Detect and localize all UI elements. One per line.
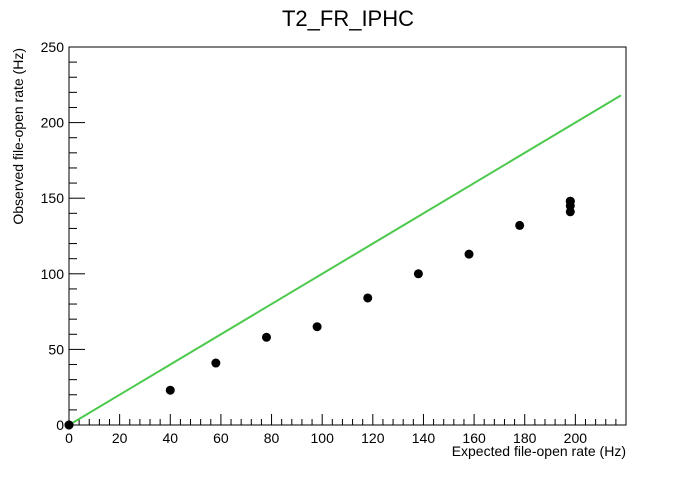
x-tick-label: 140 <box>412 430 436 446</box>
y-tick-label: 150 <box>41 190 65 206</box>
chart-title: T2_FR_IPHC <box>282 6 414 31</box>
x-tick-label: 0 <box>65 430 73 446</box>
x-tick-label: 180 <box>513 430 537 446</box>
x-tick-label: 120 <box>361 430 385 446</box>
x-tick-label: 40 <box>162 430 178 446</box>
x-tick-label: 80 <box>264 430 280 446</box>
data-point <box>64 420 74 430</box>
y-tick-label: 0 <box>56 417 64 433</box>
x-axis-label: Expected file-open rate (Hz) <box>452 443 626 459</box>
data-point <box>464 249 474 259</box>
x-tick-label: 160 <box>462 430 486 446</box>
y-tick-label: 200 <box>41 115 65 131</box>
data-point <box>565 196 575 206</box>
data-point <box>312 322 322 332</box>
x-tick-label: 200 <box>564 430 588 446</box>
reference-line-layer <box>68 94 622 426</box>
axes: 0 20 40 60 80 100 120 140 160 180 200 0 50 100 150 200 2… <box>41 39 627 446</box>
y-tick-label: 100 <box>41 266 65 282</box>
data-point <box>261 332 271 342</box>
y-tick-label: 250 <box>41 39 65 55</box>
y-tick-label: 50 <box>48 341 64 357</box>
data-points <box>64 196 575 430</box>
data-point <box>515 220 525 230</box>
data-point <box>211 358 221 368</box>
x-tick-label: 20 <box>112 430 128 446</box>
data-point <box>165 385 175 395</box>
reference-line <box>68 94 622 426</box>
y-axis-label: Observed file-open rate (Hz) <box>10 48 26 225</box>
x-tick-label: 60 <box>213 430 229 446</box>
data-point <box>413 269 423 279</box>
plot-frame <box>68 46 627 426</box>
data-point <box>363 293 373 303</box>
x-tick-label: 100 <box>311 430 335 446</box>
